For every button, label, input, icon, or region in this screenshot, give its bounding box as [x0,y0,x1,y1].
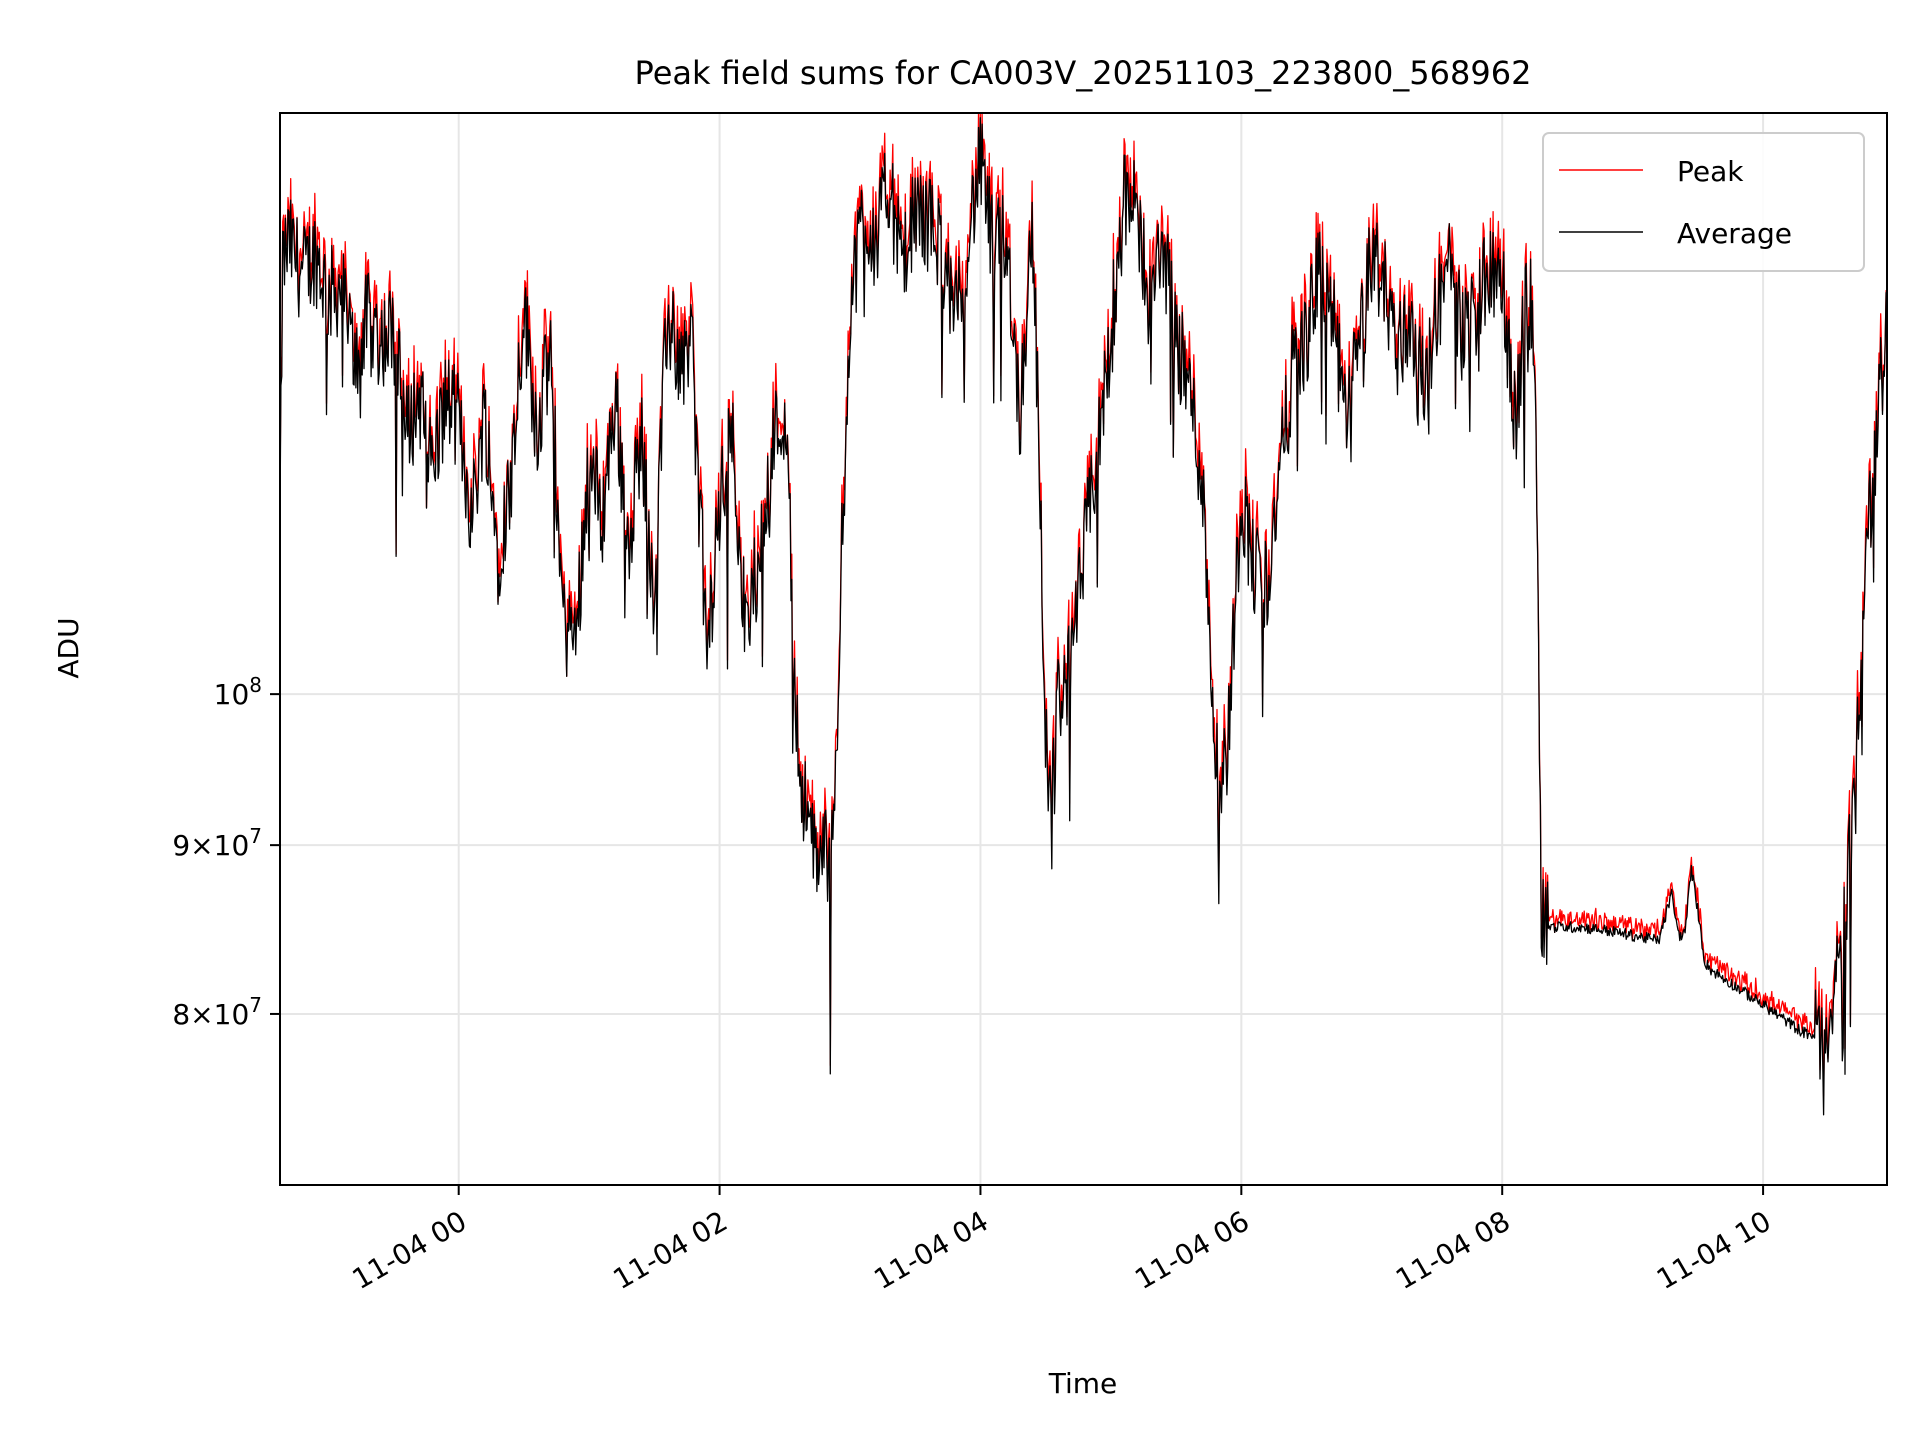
series-average-line [280,117,1887,1116]
x-axis-label: Time [1048,1367,1118,1400]
y-tick-label: 8×107 [172,993,262,1031]
legend: Peak Average [1542,132,1865,272]
y-axis-label: ADU [52,617,85,678]
chart-title: Peak field sums for CA003V_20251103_2238… [635,54,1532,92]
legend-box [1542,132,1865,272]
grid [280,113,1887,1185]
series-layer [280,113,1887,1116]
plot-frame [279,112,1888,1186]
y-tick-label: 9×107 [172,824,262,862]
legend-peak-label: Peak [1677,155,1744,188]
legend-average-label: Average [1677,217,1792,250]
